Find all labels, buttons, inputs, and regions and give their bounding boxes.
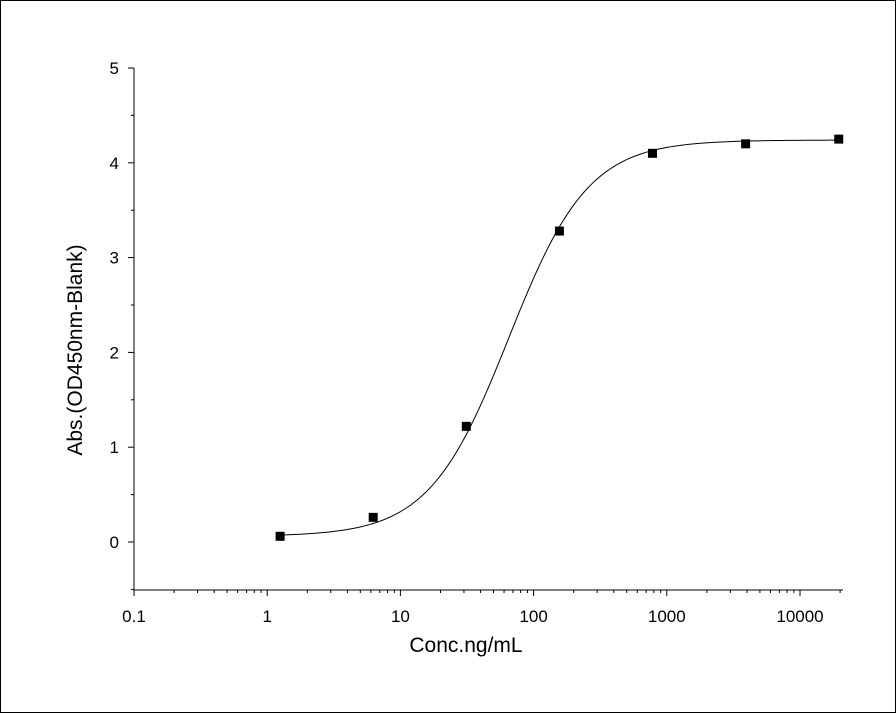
data-point bbox=[834, 134, 844, 144]
data-point bbox=[554, 226, 564, 236]
y-tick-label: 0 bbox=[110, 533, 119, 552]
data-point bbox=[368, 512, 378, 522]
x-tick-label: 0.1 bbox=[122, 607, 146, 626]
y-tick-label: 2 bbox=[110, 343, 119, 362]
y-tick-label: 4 bbox=[110, 154, 119, 173]
y-tick-label: 1 bbox=[110, 438, 119, 457]
data-points bbox=[275, 134, 844, 541]
y-tick-label: 5 bbox=[110, 59, 119, 78]
data-point bbox=[275, 531, 285, 541]
x-tick-label: 10000 bbox=[776, 607, 823, 626]
data-point bbox=[461, 421, 471, 431]
fit-curve bbox=[280, 139, 839, 536]
x-tick-label: 10 bbox=[391, 607, 410, 626]
data-point bbox=[741, 139, 751, 149]
x-tick-label: 100 bbox=[519, 607, 547, 626]
x-axis-title: Conc.ng/mL bbox=[409, 634, 522, 657]
x-tick-label: 1000 bbox=[648, 607, 686, 626]
x-tick-label: 1 bbox=[262, 607, 271, 626]
tick-labels: 0 1 2 3 4 5 0.1 1 10 100 1000 10000 bbox=[110, 59, 824, 626]
y-tick-label: 3 bbox=[110, 249, 119, 268]
data-point bbox=[648, 148, 658, 158]
axes bbox=[133, 68, 843, 591]
ticks bbox=[128, 67, 841, 596]
y-axis-title: Abs.(OD450nm-Blank) bbox=[64, 244, 87, 455]
